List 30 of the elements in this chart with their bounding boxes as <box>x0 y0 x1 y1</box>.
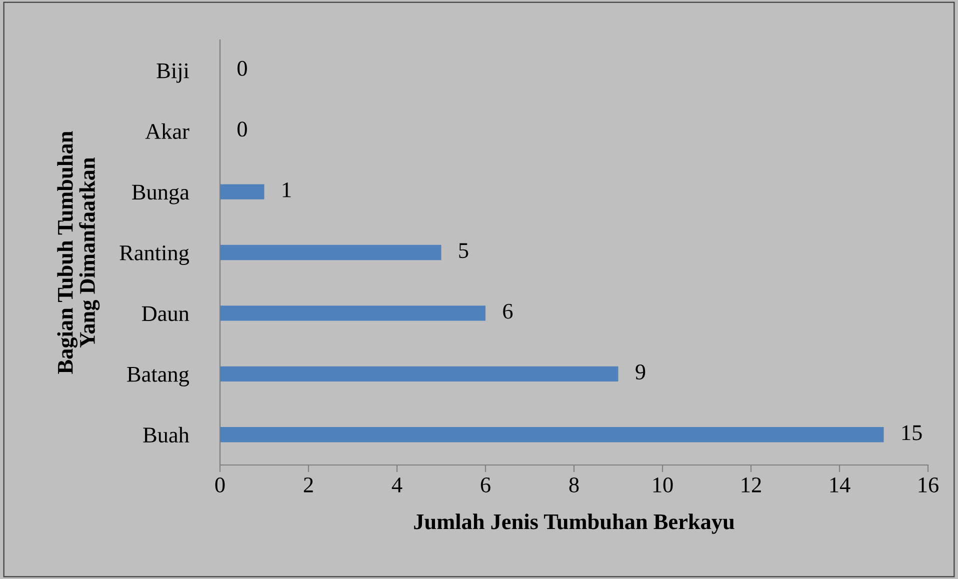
x-tick-label: 2 <box>304 478 313 492</box>
bar <box>220 184 264 200</box>
y-tick-label: Biji <box>156 63 190 83</box>
x-axis-title: Jumlah Jenis Tumbuhan Berkayu <box>414 514 734 534</box>
bar <box>220 427 884 442</box>
y-tick-label: Batang <box>127 367 190 386</box>
x-tick-label: 10 <box>653 477 673 492</box>
y-tick-label: Akar <box>145 123 190 139</box>
x-tick-label: 8 <box>569 477 579 492</box>
bar <box>220 366 618 382</box>
y-tick-label: Bunga <box>132 184 190 204</box>
data-label: 1 <box>282 182 291 198</box>
bar <box>220 244 442 260</box>
data-label: 9 <box>636 364 646 380</box>
x-tick-label: 6 <box>480 478 490 492</box>
y-tick-label: Ranting <box>120 245 190 265</box>
data-label: 15 <box>902 425 922 440</box>
x-tick-label: 12 <box>742 478 761 492</box>
data-label: 0 <box>238 122 247 137</box>
x-tick-label: 4 <box>392 478 402 492</box>
data-label: 5 <box>459 243 468 258</box>
y-tick-label: Daun <box>142 306 190 322</box>
x-tick-label: 16 <box>918 478 938 492</box>
y-axis-title: Bagian Tubuh Tumbuhan Yang Dimanfaatkan <box>57 131 100 374</box>
x-tick-label: 0 <box>215 477 225 492</box>
data-label: 6 <box>503 304 513 319</box>
y-tick-label: Buah <box>143 426 190 443</box>
bar <box>220 306 486 321</box>
x-tick-label: 14 <box>830 478 850 492</box>
data-label: 0 <box>238 60 247 76</box>
